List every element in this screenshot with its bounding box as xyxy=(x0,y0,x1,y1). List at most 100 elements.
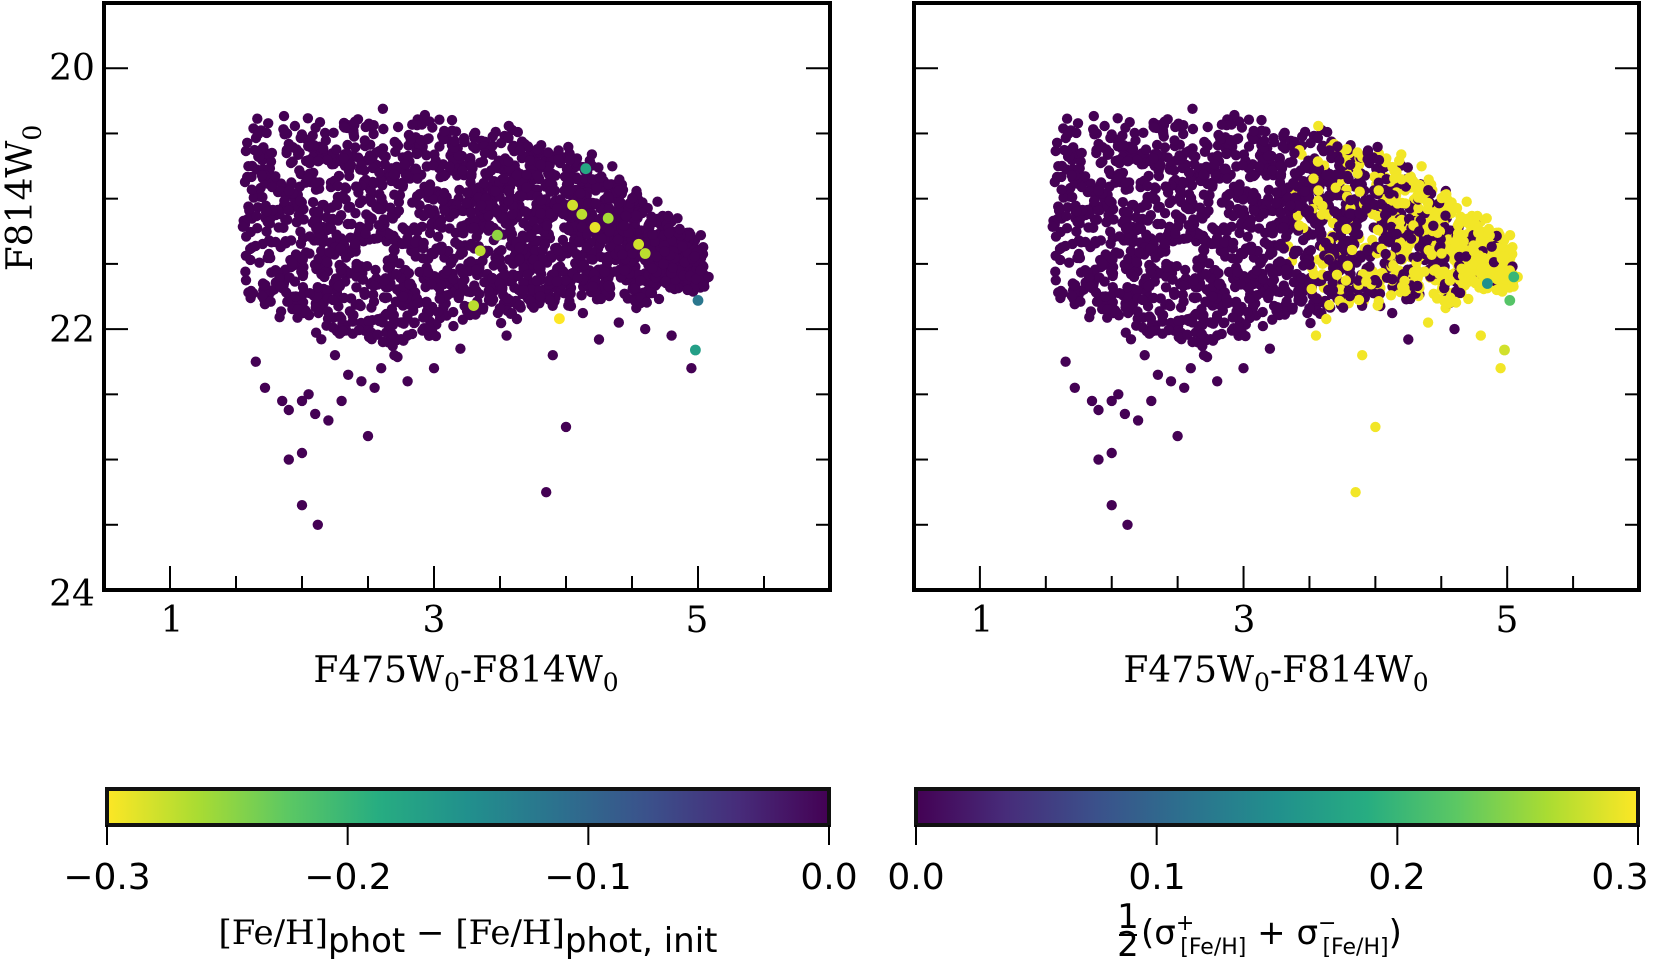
star-point xyxy=(524,155,536,166)
star-point xyxy=(1491,284,1502,296)
star-point xyxy=(251,210,262,222)
star-point xyxy=(1271,187,1282,198)
star-point xyxy=(1129,127,1140,139)
star-point xyxy=(1106,500,1117,511)
star-point xyxy=(1275,238,1286,250)
star-point xyxy=(464,309,476,321)
star-point xyxy=(658,258,669,270)
star-point xyxy=(1056,171,1067,183)
star-point xyxy=(1288,248,1300,260)
star-point xyxy=(261,127,272,139)
star-point xyxy=(553,245,564,256)
star-point xyxy=(387,252,399,263)
left-colorbar-ticks xyxy=(106,825,830,845)
star-point xyxy=(279,195,290,207)
star-point xyxy=(283,205,294,216)
star-point xyxy=(604,226,615,237)
star-point xyxy=(1299,126,1311,138)
star-point xyxy=(1357,350,1368,361)
star-point xyxy=(1329,206,1341,217)
star-point xyxy=(1400,198,1411,209)
star-point xyxy=(418,210,429,222)
star-point xyxy=(512,126,523,138)
star-point xyxy=(400,238,411,249)
star-point xyxy=(1227,253,1238,264)
star-point xyxy=(323,415,334,426)
star-point xyxy=(535,208,546,219)
star-point xyxy=(1104,195,1116,207)
star-point xyxy=(1122,519,1133,530)
left-colorbar-label: [Fe/H]phot − [Fe/H]phot, init xyxy=(218,913,717,961)
star-point xyxy=(1436,192,1447,204)
star-point xyxy=(270,171,281,182)
star-point xyxy=(1265,221,1277,232)
star-point xyxy=(1091,296,1103,307)
star-point xyxy=(587,281,599,292)
star-point xyxy=(1351,220,1362,231)
star-point xyxy=(1289,148,1300,159)
star-point xyxy=(1350,487,1361,498)
star-point xyxy=(1304,303,1315,314)
right-colorbar: 0.0 0.1 0.2 0.3 1 2 (σ+ [Fe/H] + σ− [Fe/H]… xyxy=(887,787,1649,961)
star-point xyxy=(1372,224,1384,236)
star-point xyxy=(528,302,539,313)
star-point xyxy=(1090,287,1102,298)
star-point xyxy=(1500,273,1511,285)
star-point xyxy=(439,205,450,216)
star-point xyxy=(253,128,264,140)
star-point xyxy=(490,160,501,171)
star-point xyxy=(1189,159,1200,170)
star-point xyxy=(1122,222,1133,234)
star-point xyxy=(362,430,374,442)
star-point xyxy=(407,119,418,130)
star-point xyxy=(1125,245,1137,257)
star-point xyxy=(490,258,501,269)
highlight-star-point xyxy=(692,295,704,306)
star-point xyxy=(424,179,436,190)
right-x-tick-label-1: 1 xyxy=(971,600,994,641)
star-point xyxy=(1346,244,1358,256)
star-point xyxy=(1277,141,1288,152)
star-point xyxy=(502,293,513,304)
star-point xyxy=(1181,233,1193,244)
star-point xyxy=(348,131,360,142)
star-point xyxy=(1091,214,1103,225)
star-point xyxy=(361,261,373,272)
star-point xyxy=(310,327,322,338)
star-point xyxy=(1106,129,1117,140)
star-point xyxy=(1132,154,1143,166)
star-point xyxy=(252,223,263,234)
star-point xyxy=(281,144,292,156)
star-point xyxy=(1084,312,1095,323)
left-x-tick-label-3: 3 xyxy=(423,600,446,641)
star-point xyxy=(1280,264,1292,275)
star-point xyxy=(627,248,638,259)
star-point xyxy=(457,165,468,176)
star-point xyxy=(1436,248,1447,259)
star-point xyxy=(412,297,423,309)
highlight-star-point xyxy=(576,208,588,220)
star-point xyxy=(407,197,418,208)
star-point xyxy=(262,216,273,228)
star-point xyxy=(1198,350,1210,361)
star-point xyxy=(1148,292,1159,304)
star-point xyxy=(647,229,658,240)
star-point xyxy=(296,129,308,140)
star-point xyxy=(1288,177,1299,189)
star-point xyxy=(1361,276,1372,287)
star-point xyxy=(1107,270,1118,282)
star-point xyxy=(360,121,371,133)
star-point xyxy=(1114,231,1125,242)
star-point xyxy=(1342,170,1353,182)
star-point xyxy=(533,260,544,271)
star-point xyxy=(1326,190,1337,202)
star-point xyxy=(1285,200,1296,211)
star-point xyxy=(614,174,625,185)
star-point xyxy=(316,245,327,257)
star-point xyxy=(545,208,556,219)
star-point xyxy=(448,320,459,332)
star-point xyxy=(466,169,477,180)
star-point xyxy=(387,340,398,352)
star-point xyxy=(1323,254,1335,265)
star-point xyxy=(1189,292,1201,304)
